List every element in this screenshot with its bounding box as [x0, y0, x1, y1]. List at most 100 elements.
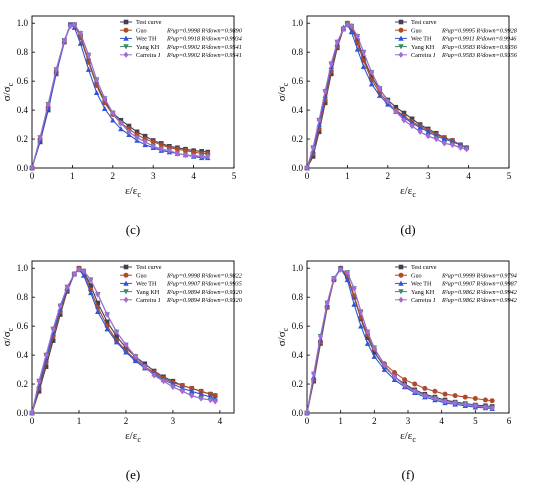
series-3-point: [425, 128, 431, 135]
series-2-point: [452, 393, 458, 399]
panel-label: (c): [126, 222, 140, 237]
series-1-point: [355, 38, 360, 43]
series-5-point: [208, 396, 214, 404]
series-5-point: [472, 402, 478, 409]
series-5-point: [50, 325, 56, 333]
series-1-point: [142, 133, 148, 139]
series-5-point: [150, 143, 156, 150]
series-5-point: [449, 141, 455, 148]
series-3-point: [104, 326, 110, 332]
x-tick-label: 0: [30, 171, 35, 181]
x-axis-label: ε/εc: [400, 430, 416, 444]
x-tick-label: 5: [232, 171, 237, 181]
x-tick-label: 2: [111, 171, 116, 181]
x-tick-label: 1: [77, 416, 82, 426]
series-5-point: [458, 144, 464, 151]
chart-panel-1: 0 1 2 3 4 5 0.0 0.2 0.4 0.6 0.8 1.0 ε/εc σ/σc Test cur…: [1, 15, 243, 237]
series-2-point: [150, 139, 156, 145]
legend-entry: Guo R²up=0.9998 R²down=0.9822: [136, 272, 242, 279]
series-3-point: [371, 353, 378, 359]
series-1-point: [393, 104, 399, 110]
y-tick-label: 0.6: [17, 321, 29, 331]
series-2-point: [462, 394, 468, 400]
series-5-point: [134, 134, 140, 141]
series-5-point: [81, 268, 87, 275]
series-5-point: [170, 383, 176, 391]
series-1-point: [104, 319, 110, 325]
legend-entry: Yang KH R²up=0.9902 R²down=0.9541: [136, 44, 242, 51]
y-axis-label: σ/σc: [1, 82, 15, 101]
legend-marker: [398, 51, 404, 58]
legend-marker: [398, 272, 404, 278]
y-axis-label: σ/σc: [276, 327, 290, 346]
y-tick-label: 1.0: [17, 263, 29, 273]
y-tick-label: 0.4: [17, 105, 29, 115]
legend-entry: Wee TH R²up=0.9907 R²down=0.9987: [411, 281, 518, 288]
series-2-point: [174, 146, 180, 152]
chart-panel-4: 0 1 2 3 4 5 6 0.0 0.2 0.4 0.6 0.8 1.0 ε/εc σ/σc Test cu…: [276, 260, 518, 482]
series-5-point: [166, 147, 172, 154]
series-1-point: [361, 55, 366, 61]
series-2-point: [183, 148, 189, 154]
series-2-point: [402, 377, 408, 383]
series-3-point: [88, 289, 94, 296]
series-3-point: [80, 272, 87, 278]
chart-panel-3: 0 1 2 3 4 0.0 0.2 0.4 0.6 0.8 1.0 ε/εc σ/σc Test curv…: [1, 260, 243, 482]
legend-marker: [123, 296, 129, 303]
series-2-point: [482, 397, 488, 403]
series-1-point: [322, 100, 328, 106]
series-5-point: [71, 270, 77, 278]
series-5-point: [71, 21, 77, 28]
series-3-point: [377, 92, 383, 98]
legend-marker: [123, 51, 129, 58]
legend-entry: Carreira J R²up=0.9583 R²down=0.9356: [411, 52, 518, 59]
legend-marker: [398, 296, 404, 303]
plot-frame: [31, 15, 235, 169]
series-5-point: [29, 164, 35, 172]
x-tick-label: 5: [473, 416, 478, 426]
series-5-point: [94, 76, 100, 83]
series-3-point: [85, 66, 92, 72]
y-tick-label: 1.0: [17, 18, 29, 28]
chart-panel-2: 0 1 2 3 4 5 0.0 0.2 0.4 0.6 0.8 1.0 ε/εc σ/σc Test cur…: [276, 15, 518, 237]
y-tick-label: 0.2: [17, 379, 28, 389]
series-3-point: [358, 323, 364, 329]
y-tick-label: 0.2: [292, 134, 303, 144]
y-tick-label: 0.2: [292, 379, 303, 389]
series-5-point: [334, 38, 340, 46]
series-3-point: [198, 391, 204, 397]
series-1-point: [134, 129, 140, 135]
series-5-point: [409, 122, 415, 130]
series-5-point: [142, 138, 148, 146]
legend-entry: Yang KH R²up=0.9862 R²down=0.9942: [411, 289, 517, 296]
series-2-point: [442, 391, 448, 397]
legend-marker: [123, 280, 129, 286]
y-tick-label: 0.8: [292, 47, 304, 57]
series-5-point: [441, 140, 447, 147]
series-5-point: [110, 109, 116, 117]
series-5-point: [340, 25, 346, 33]
series-5-point: [425, 133, 431, 140]
legend-marker: [398, 289, 404, 295]
series-3-point: [360, 63, 367, 69]
y-tick-label: 0.6: [292, 321, 304, 331]
series-5-point: [183, 151, 189, 159]
x-tick-label: 4: [191, 171, 196, 181]
series-2-point: [432, 388, 438, 394]
series-5-point: [198, 395, 204, 402]
legend-entry: Wee TH R²up=0.9911 R²down=0.9946: [411, 36, 517, 43]
series-5-point: [324, 299, 330, 307]
series-1-point: [365, 335, 370, 341]
legend-marker: [398, 264, 404, 270]
series-5-point: [29, 409, 35, 417]
series-1-point: [401, 110, 407, 116]
legend-entry: Wee TH R²up=0.9907 R²down=0.9935: [136, 281, 242, 288]
y-tick-label: 0.8: [292, 292, 304, 302]
panel-label: (d): [400, 222, 415, 237]
series-3-point: [351, 301, 357, 307]
x-tick-label: 3: [151, 171, 156, 181]
series-5-point: [432, 395, 438, 402]
series-5-point: [77, 30, 83, 37]
x-tick-label: 5: [507, 171, 512, 181]
